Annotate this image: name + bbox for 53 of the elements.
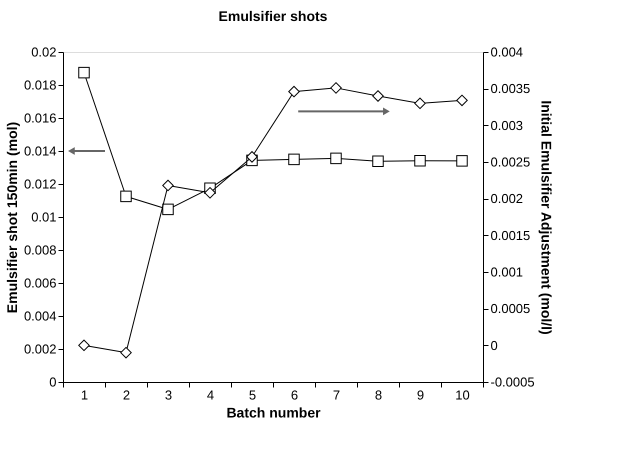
y2-tick-label: 0	[490, 338, 498, 353]
y2-tick-label: -0.0005	[490, 374, 535, 390]
point	[456, 155, 468, 167]
point	[120, 346, 132, 358]
chart-title: Emulsifier shots	[218, 8, 328, 24]
x-tick-label: 8	[374, 388, 382, 402]
x-tick-label: 7	[332, 388, 340, 402]
y-tick-label: 0.004	[24, 308, 56, 324]
y-tick-label: 0.012	[24, 176, 56, 192]
x-tick-label: 9	[416, 388, 424, 402]
y-tick-label: 0.018	[24, 78, 56, 92]
x-tick-label: 1	[80, 388, 88, 402]
point	[330, 152, 342, 164]
y2-tick-label: 0.002	[490, 191, 524, 206]
y-tick-label: 0.006	[24, 276, 56, 290]
x-tick-label: 2	[122, 388, 130, 402]
y-axis-title: Emulsifier shot 150min (mol)	[4, 122, 20, 314]
y2-tick-label: 0.001	[490, 264, 524, 280]
y-tick-label: 0.014	[24, 144, 56, 158]
point	[456, 94, 468, 106]
point	[372, 90, 384, 102]
y2-tick-label: 0.0005	[490, 301, 530, 316]
y2-tick-label: 0.004	[490, 44, 524, 60]
point	[246, 151, 258, 163]
x-axis-title: Batch number	[226, 404, 322, 420]
x-tick-label: 4	[206, 388, 214, 402]
point	[414, 154, 426, 166]
y2-tick-label: 0.0015	[490, 228, 530, 243]
point	[78, 66, 90, 78]
x-tick-label: 10	[455, 388, 470, 402]
point	[288, 154, 300, 166]
y-tick-label: 0.01	[31, 210, 56, 224]
x-tick-label: 6	[290, 388, 298, 402]
y-tick-label: 0.008	[24, 242, 56, 258]
point	[120, 190, 132, 202]
point	[372, 155, 384, 167]
point	[162, 180, 174, 192]
point	[204, 187, 216, 199]
point	[288, 86, 300, 98]
point	[78, 340, 90, 352]
y-tick-label: 0	[49, 374, 56, 390]
y2-tick-label: 0.0025	[490, 154, 530, 170]
point	[162, 204, 174, 216]
point	[414, 98, 426, 110]
y2-axis-title: Initial Emulsifier Adjustment (mol/l)	[538, 100, 555, 335]
y-tick-label: 0.016	[24, 110, 56, 126]
y2-tick-label: 0.0035	[490, 81, 530, 96]
point	[330, 82, 342, 94]
y2-tick-label: 0.003	[490, 118, 524, 133]
y-tick-label: 0.002	[24, 342, 56, 356]
y-tick-label: 0.02	[31, 44, 56, 60]
x-tick-label: 3	[164, 388, 172, 402]
x-tick-label: 5	[248, 388, 256, 402]
